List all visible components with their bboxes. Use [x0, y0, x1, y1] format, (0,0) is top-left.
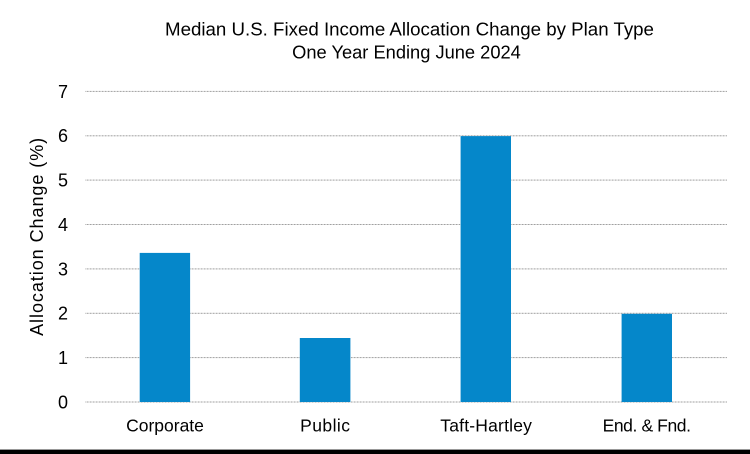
svg-text:Median U.S. Fixed Income Alloc: Median U.S. Fixed Income Allocation Chan…: [165, 19, 654, 40]
svg-text:End. & Fnd.: End. & Fnd.: [603, 416, 691, 436]
svg-text:5: 5: [58, 171, 68, 191]
svg-text:7: 7: [58, 82, 68, 102]
svg-text:Public: Public: [300, 416, 350, 436]
svg-text:4: 4: [58, 215, 68, 235]
svg-text:One Year Ending June 2024: One Year Ending June 2024: [292, 41, 521, 62]
svg-text:Allocation Change (%): Allocation Change (%): [27, 137, 47, 336]
svg-text:6: 6: [58, 126, 68, 146]
svg-text:2: 2: [58, 304, 68, 324]
svg-text:Taft-Hartley: Taft-Hartley: [440, 416, 532, 436]
svg-text:1: 1: [58, 348, 68, 368]
svg-text:3: 3: [58, 259, 68, 279]
svg-text:0: 0: [58, 392, 68, 412]
svg-text:Corporate: Corporate: [126, 416, 204, 436]
